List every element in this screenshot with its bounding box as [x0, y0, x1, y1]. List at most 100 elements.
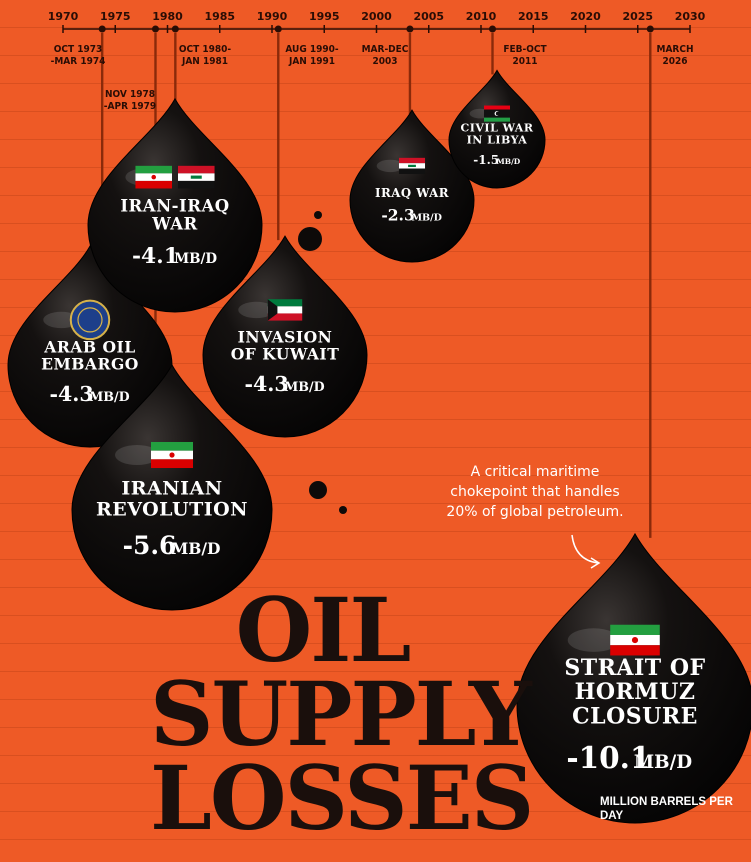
- axis-tick-label: 2020: [570, 10, 601, 23]
- event-period-label: MAR-DEC: [362, 44, 409, 55]
- event-name: ARAB OIL: [43, 337, 136, 356]
- event-marker: [98, 25, 106, 33]
- event-name: REVOLUTION: [96, 498, 248, 520]
- drop-shape: [448, 69, 546, 189]
- event-name: OF KUWAIT: [231, 344, 340, 363]
- event-period-label: 2011: [512, 56, 537, 67]
- event-unit: MB/D: [284, 379, 324, 394]
- axis-tick-label: 1990: [257, 10, 288, 23]
- axis-tick-label: 2005: [413, 10, 444, 23]
- annotation-line: chokepoint that handles: [450, 484, 620, 500]
- iraq-flag-icon: [398, 157, 426, 174]
- event-name: WAR: [151, 214, 198, 234]
- axis-tick-label: 2030: [675, 10, 706, 23]
- drop-highlight: [567, 628, 620, 652]
- iraq-flag-icon: [178, 165, 215, 189]
- axis-tick-label: 2000: [361, 10, 392, 23]
- event-period-label: 2026: [662, 56, 687, 67]
- event-name: IRANIAN: [121, 478, 222, 500]
- title-line: LOSSES: [150, 746, 534, 850]
- drop-highlight: [238, 301, 275, 319]
- opec-seal-icon: [69, 299, 111, 341]
- event-value: -2.3: [381, 206, 414, 225]
- iran-flag-icon: [135, 165, 172, 189]
- event-value: -4.3: [244, 372, 288, 396]
- event-name: STRAIT OF: [564, 655, 705, 681]
- event-name: EMBARGO: [41, 354, 139, 373]
- event-name: IN LIBYA: [467, 134, 528, 147]
- event-unit: MB/D: [497, 157, 521, 166]
- event-period-label: OCT 1980-: [179, 44, 232, 55]
- event-value: -4.1: [132, 244, 179, 269]
- annotation-arrowhead: [590, 557, 601, 569]
- event-period-label: -APR 1979: [104, 101, 156, 112]
- event-value: -1.5: [473, 153, 499, 167]
- drop-highlight: [376, 159, 404, 173]
- drop-shape: [71, 363, 273, 611]
- event-unit: MB/D: [174, 251, 217, 267]
- annotation-line: A critical maritime: [470, 464, 600, 480]
- event-unit: MB/D: [411, 213, 442, 224]
- small-droplet: [309, 481, 327, 499]
- event-period-label: JAN 1981: [181, 56, 228, 67]
- event-period-label: MARCH: [657, 44, 694, 55]
- event-name: HORMUZ: [575, 679, 696, 705]
- event-marker: [488, 25, 496, 33]
- title-line: OIL: [235, 578, 412, 682]
- chart-title: OIL SUPPLY LOSSES: [150, 578, 534, 850]
- event-name: IRAQ WAR: [375, 186, 449, 200]
- small-droplet: [314, 211, 322, 219]
- axis-tick-label: 1985: [204, 10, 235, 23]
- drop-shape: [202, 235, 368, 438]
- axis-tick-label: 1980: [152, 10, 183, 23]
- axis-tick-label: 1975: [100, 10, 131, 23]
- event-name: INVASION: [238, 327, 333, 346]
- annotation-text: A critical maritime chokepoint that hand…: [420, 462, 650, 522]
- annotation-line: 20% of global petroleum.: [446, 504, 624, 520]
- event-name: CIVIL WAR: [461, 122, 534, 135]
- axis-tick-label: 2025: [622, 10, 653, 23]
- iran-flag-icon: [610, 624, 660, 656]
- axis-tick-label: 2010: [466, 10, 497, 23]
- decorative-droplets: [298, 211, 601, 569]
- iran-flag-icon: [151, 441, 193, 469]
- event-period-label: -MAR 1974: [51, 56, 106, 67]
- event-period-label: FEB-OCT: [503, 44, 547, 55]
- event-value: -5.6: [123, 531, 177, 560]
- drop-shape: [87, 97, 263, 313]
- oil-drops: ARAB OILEMBARGO-4.3MB/DIRANIANREVOLUTION…: [7, 69, 751, 824]
- event-unit: MB/D: [171, 539, 220, 558]
- drop-shape: [516, 532, 751, 824]
- axis-tick-label: 2015: [518, 10, 549, 23]
- event-period-label: OCT 1973: [54, 44, 103, 55]
- time-axis: 1970 1975 1980 1985 1990 1995 2000 2005 2010 2015…: [48, 10, 706, 33]
- small-droplet: [298, 227, 322, 251]
- event-marker: [151, 25, 159, 33]
- event-period-label: 2003: [372, 56, 397, 67]
- event-period-label: JAN 1991: [288, 56, 335, 67]
- axis-tick-label: 1970: [48, 10, 79, 23]
- event-value: -10.1: [566, 740, 650, 775]
- libya-flag-icon: [484, 105, 510, 122]
- unit-label: MILLION BARRELS PER DAY: [600, 796, 733, 822]
- event-unit: MB/D: [634, 752, 692, 773]
- kuwait-flag-icon: [267, 299, 303, 321]
- event-name: IRAN-IRAQ: [120, 196, 229, 216]
- small-droplet: [339, 506, 347, 514]
- event-period-label: NOV 1978: [105, 89, 155, 100]
- event-marker: [274, 25, 282, 33]
- event-marker: [171, 25, 179, 33]
- oil-drop: IRAQ WAR -2.3MB/D: [349, 109, 475, 263]
- event-marker: [406, 25, 414, 33]
- event-unit: MB/D: [89, 389, 129, 404]
- event-period-label: AUG 1990-: [285, 44, 339, 55]
- event-value: -4.3: [49, 382, 93, 406]
- event-marker: [646, 25, 654, 33]
